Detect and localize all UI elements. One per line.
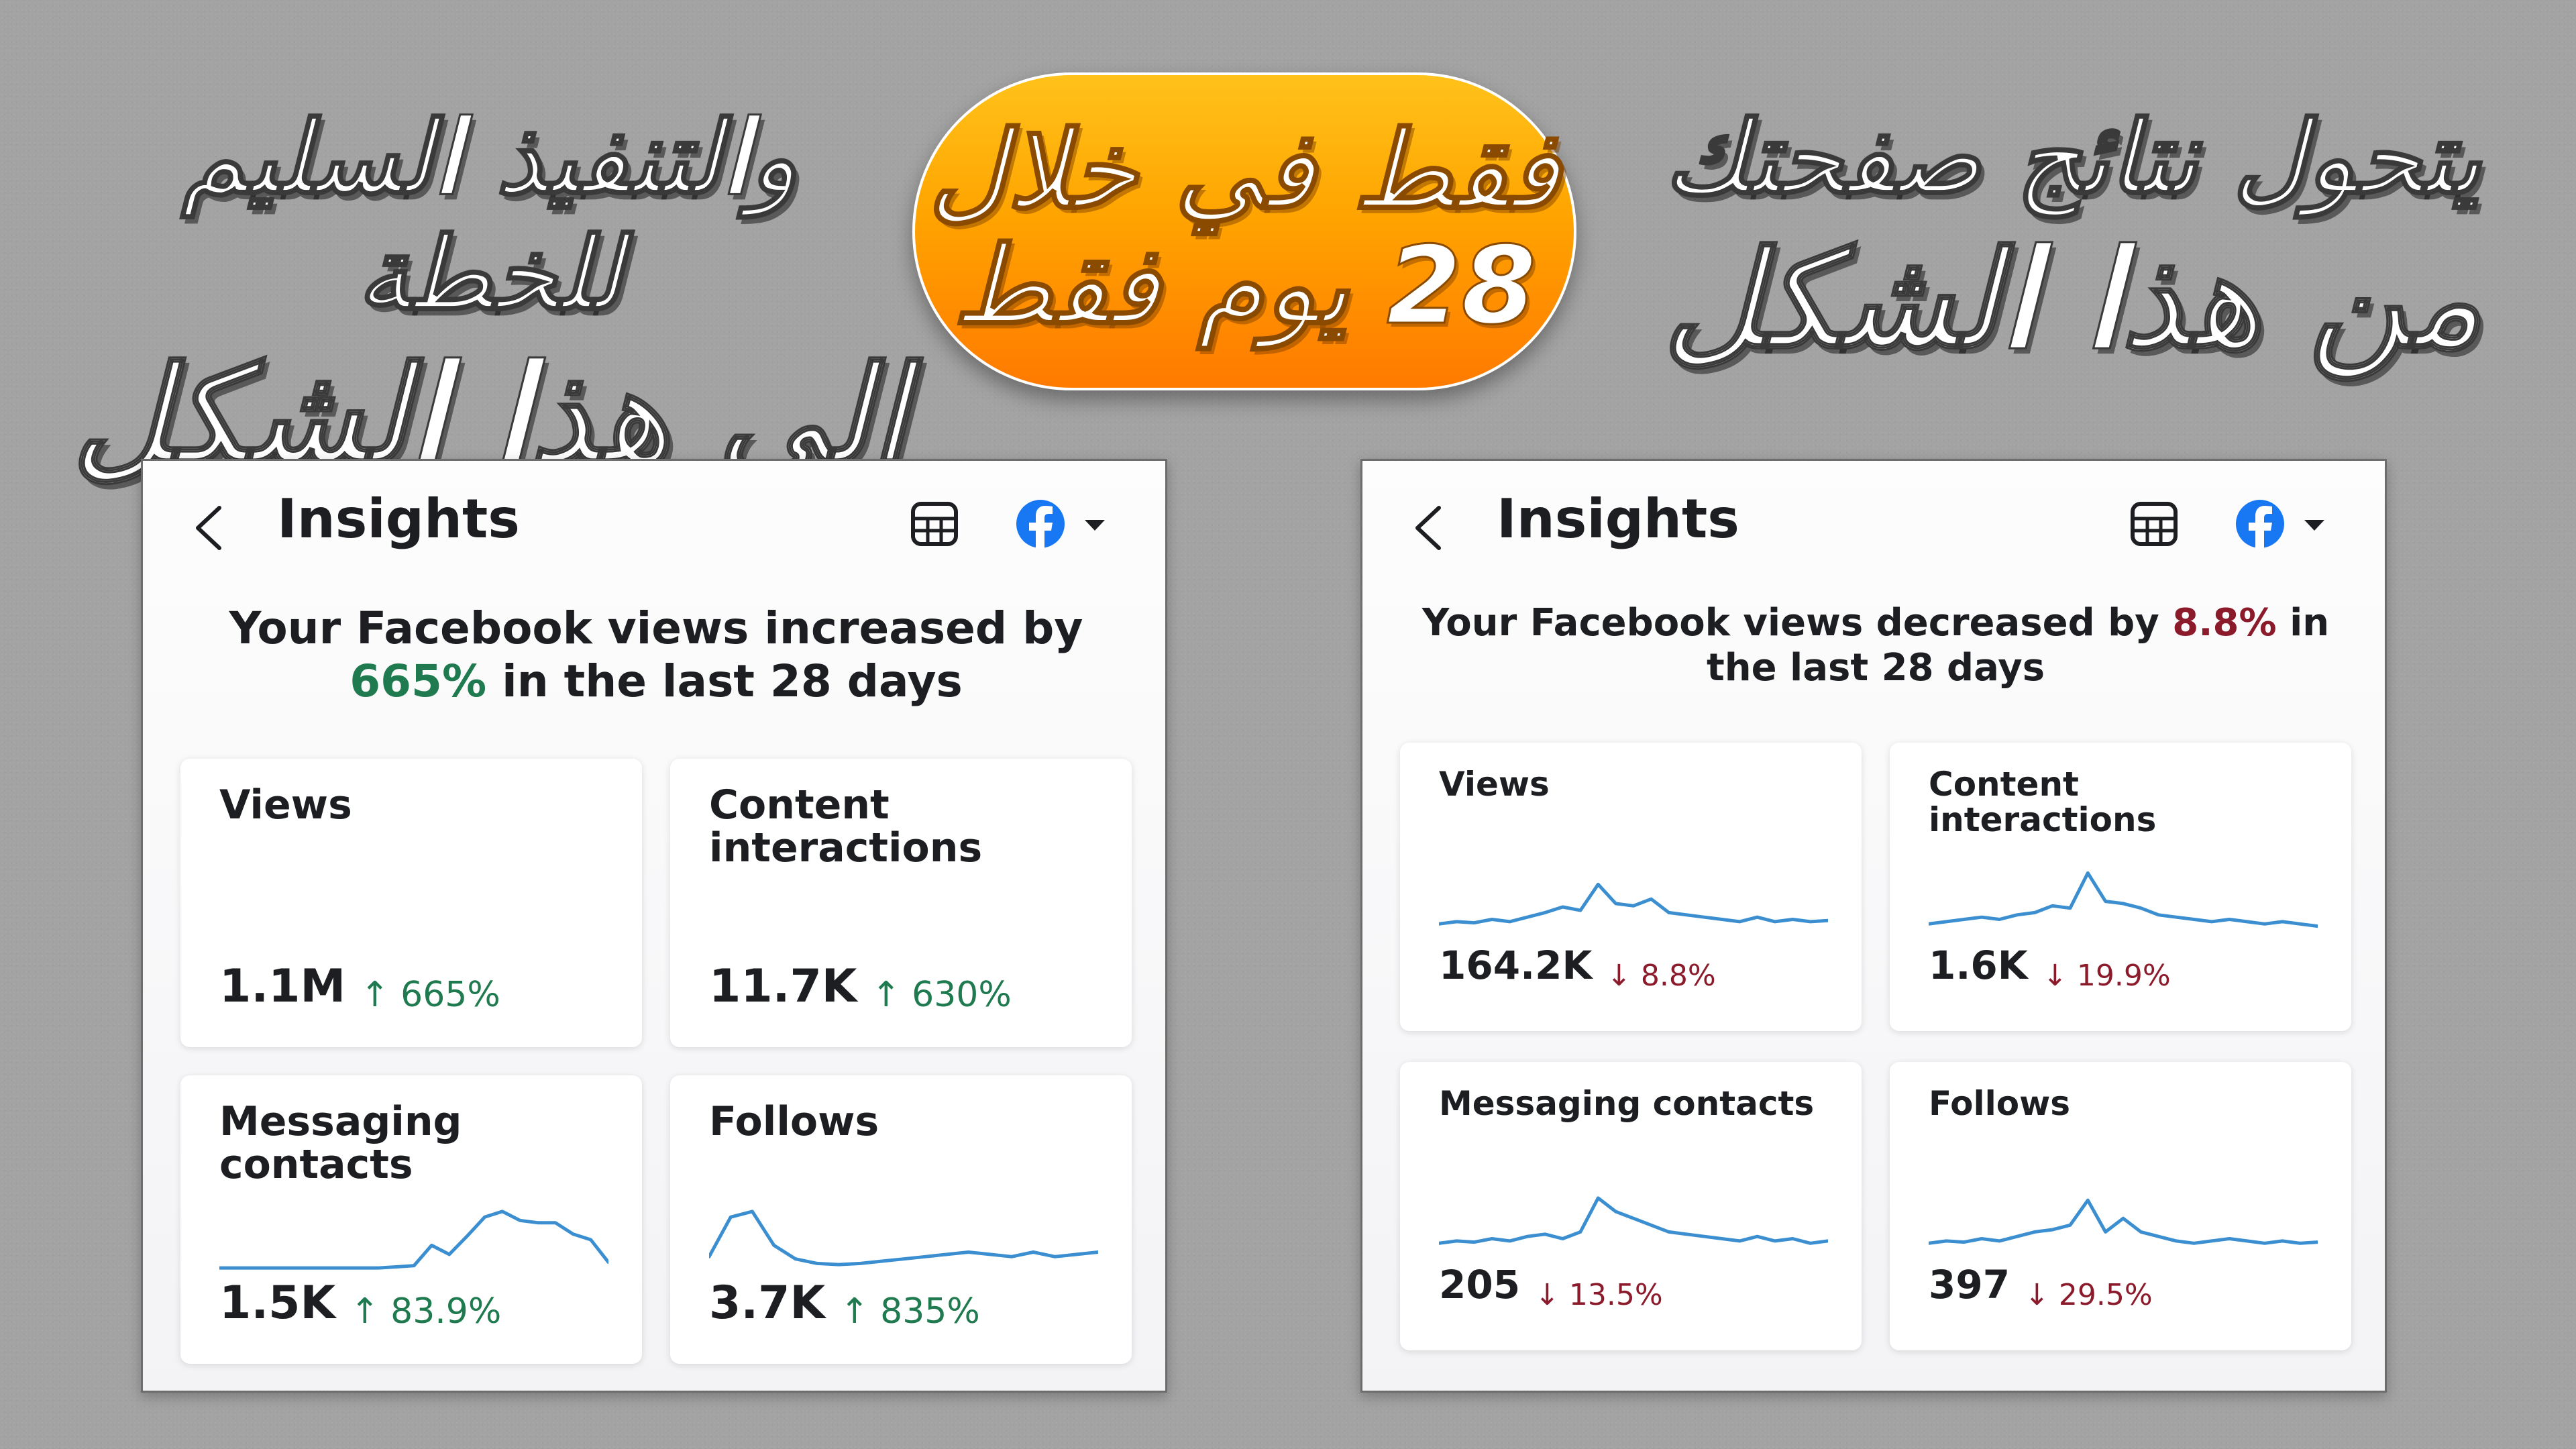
summary-text: Your Facebook views decreased by 8.8% in…	[1389, 600, 2362, 690]
facebook-icon	[1016, 500, 1065, 548]
summary-percentage: 665%	[350, 655, 487, 708]
metric-title: Messaging contacts	[219, 1098, 462, 1188]
promo-pill-line1: فقط في خلال	[928, 107, 1561, 233]
promo-pill: فقط في خلال 28 يوم فقط	[912, 72, 1576, 390]
arrow-down-icon: ↓	[2043, 959, 2068, 993]
chevron-left-icon[interactable]	[1409, 502, 1447, 553]
metric-delta: ↑ 665%	[360, 975, 500, 1015]
sparkline-series	[1439, 882, 1828, 926]
sparkline	[709, 1210, 1098, 1267]
headline-left-line1: والتنفيذ السليم للخطة	[180, 99, 798, 333]
sparkline	[1439, 1196, 1828, 1245]
arrow-down-icon: ↓	[1607, 959, 1631, 993]
facebook-account-switcher[interactable]	[2235, 497, 2335, 551]
metric-delta: ↑ 835%	[840, 1291, 980, 1332]
metric-delta-value: 13.5%	[1568, 1278, 1663, 1312]
sparkline-series	[1929, 871, 2318, 928]
sparkline	[1439, 882, 1828, 926]
metric-value: 164.2K	[1439, 943, 1593, 988]
metric-delta: ↑ 630%	[871, 975, 1012, 1015]
metric-value: 1.1M	[219, 960, 346, 1013]
metric-card-follows[interactable]: Follows 397 ↓ 29.5%	[1890, 1062, 2351, 1350]
metric-value: 3.7K	[709, 1277, 826, 1330]
chevron-left-icon[interactable]	[190, 502, 227, 553]
table-icon[interactable]	[2129, 498, 2180, 549]
metric-card-views[interactable]: Views 164.2K ↓ 8.8%	[1400, 743, 1862, 1031]
sparkline	[1929, 871, 2318, 928]
table-icon[interactable]	[909, 498, 960, 549]
sparkline-series	[709, 1210, 1098, 1267]
summary-text: Your Facebook views increased by 665% in…	[170, 602, 1142, 708]
arrow-down-icon: ↓	[2025, 1278, 2049, 1312]
sparkline	[1929, 1198, 2318, 1245]
insights-header: Insights	[1362, 461, 2385, 582]
arrow-up-icon: ↑	[840, 1291, 869, 1332]
metric-delta: ↓ 8.8%	[1607, 959, 1716, 993]
headline-right-line1: يتحول نتائج صفحتك	[1664, 100, 2481, 217]
metric-delta: ↑ 83.9%	[350, 1291, 501, 1332]
metric-card-messaging-contacts[interactable]: Messaging contacts 1.5K ↑ 83.9%	[180, 1075, 642, 1364]
summary-prefix: Your Facebook views decreased by	[1421, 601, 2173, 645]
arrow-up-icon: ↑	[350, 1291, 380, 1332]
metric-delta-value: 8.8%	[1640, 959, 1716, 993]
metric-card-content-interactions[interactable]: Content interactions 1.6K ↓ 19.9%	[1890, 743, 2351, 1031]
metric-title: Views	[1439, 765, 1550, 804]
metric-card-views[interactable]: Views 1.1M ↑ 665%	[180, 759, 642, 1047]
caret-down-icon	[2304, 520, 2324, 531]
arrow-up-icon: ↑	[360, 975, 390, 1015]
page-title: Insights	[1497, 488, 1739, 550]
metric-delta-value: 835%	[880, 1291, 980, 1332]
metric-title: Views	[219, 782, 352, 828]
metric-title: Follows	[1929, 1084, 2071, 1123]
sparkline	[709, 879, 1098, 967]
summary-suffix: in the last 28 days	[486, 655, 963, 708]
metric-value: 1.6K	[1929, 943, 2028, 988]
metric-delta-value: 630%	[912, 975, 1012, 1015]
metric-title: Content interactions	[1929, 765, 2157, 839]
sparkline-series	[1439, 1196, 1828, 1245]
metric-title: Follows	[709, 1098, 879, 1145]
headline-right-line2: من هذا الشكل	[1662, 221, 2483, 378]
metric-card-messaging-contacts[interactable]: Messaging contacts 205 ↓ 13.5%	[1400, 1062, 1862, 1350]
facebook-icon	[2236, 500, 2284, 548]
metric-title: Messaging contacts	[1439, 1084, 1815, 1123]
metric-value: 205	[1439, 1262, 1521, 1307]
arrow-down-icon: ↓	[1535, 1278, 1560, 1312]
sparkline-series	[219, 1210, 608, 1270]
metric-delta: ↓ 19.9%	[2043, 959, 2171, 993]
insights-panel-before: Insights Your Facebook views decreased b…	[1360, 459, 2387, 1393]
metric-card-content-interactions[interactable]: Content interactions 11.7K ↑ 630%	[670, 759, 1132, 1047]
summary-percentage: 8.8%	[2172, 601, 2277, 645]
sparkline	[219, 1210, 608, 1270]
headline-left: والتنفيذ السليم للخطة إلى هذا الشكل	[67, 99, 912, 494]
metric-delta-value: 29.5%	[2058, 1278, 2153, 1312]
arrow-up-icon: ↑	[871, 975, 901, 1015]
summary-prefix: Your Facebook views increased by	[229, 602, 1083, 654]
metric-delta-value: 665%	[400, 975, 500, 1015]
headline-right: يتحول نتائج صفحتك من هذا الشكل	[1637, 100, 2509, 378]
page-title: Insights	[277, 488, 520, 550]
caret-down-icon	[1085, 520, 1105, 531]
metric-value: 1.5K	[219, 1277, 336, 1330]
metric-card-follows[interactable]: Follows 3.7K ↑ 835%	[670, 1075, 1132, 1364]
summary-suffix: in the last 28 days	[1706, 601, 2330, 690]
metric-delta-value: 83.9%	[390, 1291, 502, 1332]
promo-pill-line2: 28 يوم فقط	[952, 223, 1538, 348]
metric-title: Content interactions	[709, 782, 983, 871]
metric-delta-value: 19.9%	[2076, 959, 2171, 993]
facebook-account-switcher[interactable]	[1015, 497, 1116, 551]
metric-delta: ↓ 13.5%	[1535, 1278, 1663, 1312]
insights-panel-after: Insights Your Facebook views increased b…	[141, 459, 1167, 1393]
metric-value: 397	[1929, 1262, 2010, 1307]
sparkline-series	[1929, 1198, 2318, 1245]
metric-value: 11.7K	[709, 960, 857, 1013]
sparkline	[219, 879, 608, 967]
insights-header: Insights	[143, 461, 1165, 582]
metric-delta: ↓ 29.5%	[2025, 1278, 2153, 1312]
